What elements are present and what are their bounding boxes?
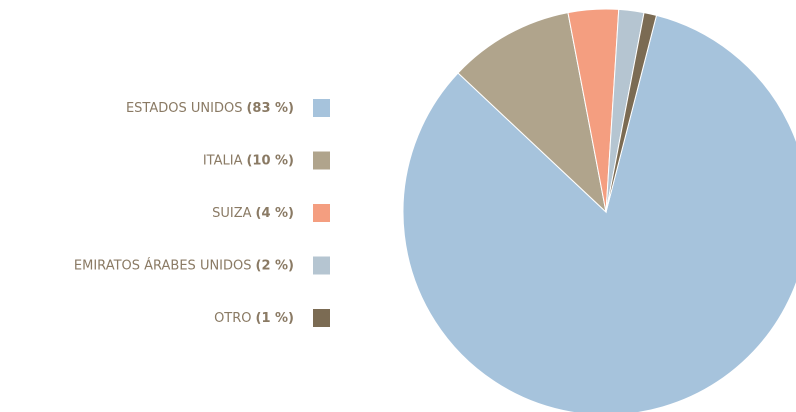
legend-label: SUIZA (4 %) (212, 206, 294, 221)
legend-name: OTRO (214, 311, 251, 326)
legend-swatch (313, 99, 330, 117)
legend-value: (2 %) (256, 258, 294, 273)
legend-label: OTRO (1 %) (214, 311, 294, 326)
legend-name: SUIZA (212, 206, 252, 221)
legend-value: (83 %) (246, 101, 294, 116)
pie-slice (402, 14, 796, 412)
legend-value: (10 %) (246, 153, 294, 168)
legend-label: EMIRATOS ÁRABES UNIDOS (2 %) (74, 257, 294, 273)
legend-value: (4 %) (256, 206, 294, 221)
legend-name: EMIRATOS ÁRABES UNIDOS (74, 257, 252, 273)
legend-label: ITALIA (10 %) (203, 153, 294, 168)
pie-slice (605, 12, 658, 213)
legend-swatch (313, 256, 330, 275)
legend-swatch (313, 204, 330, 222)
legend-name: ITALIA (203, 153, 243, 168)
pie-slice (457, 12, 607, 214)
legend-swatch (313, 309, 330, 327)
legend-label: ESTADOS UNIDOS (83 %) (126, 101, 294, 116)
legend-swatch (313, 151, 330, 170)
legend-name: ESTADOS UNIDOS (126, 101, 243, 116)
legend-value: (1 %) (256, 311, 294, 326)
